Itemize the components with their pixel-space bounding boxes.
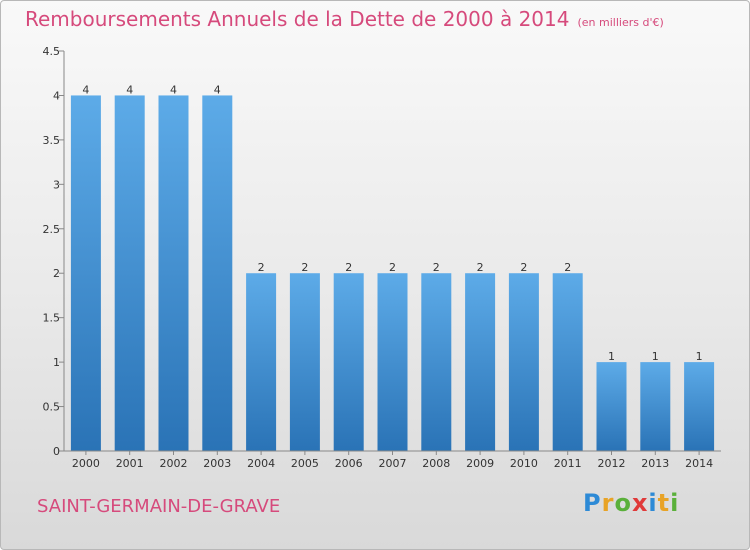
proxiti-logo: Proxiti bbox=[583, 489, 679, 517]
data-label: 2 bbox=[433, 261, 440, 274]
logo-letter: r bbox=[601, 489, 615, 517]
logo-letter: x bbox=[631, 489, 649, 517]
y-tick-label: 1 bbox=[53, 356, 60, 369]
x-tick-label: 2007 bbox=[379, 457, 407, 470]
data-label: 2 bbox=[345, 261, 352, 274]
data-label: 1 bbox=[652, 350, 659, 363]
x-tick-label: 2006 bbox=[335, 457, 363, 470]
y-tick-label: 3.5 bbox=[43, 134, 61, 147]
bar bbox=[684, 362, 715, 451]
data-label: 4 bbox=[214, 83, 221, 96]
chart-title: Remboursements Annuels de la Dette de 20… bbox=[25, 7, 664, 31]
bar bbox=[421, 273, 452, 451]
bar bbox=[114, 95, 145, 451]
bar bbox=[158, 95, 189, 451]
y-tick-label: 3 bbox=[53, 178, 60, 191]
bar bbox=[508, 273, 539, 451]
data-label: 2 bbox=[477, 261, 484, 274]
x-tick-label: 2000 bbox=[72, 457, 100, 470]
x-tick-label: 2003 bbox=[203, 457, 231, 470]
bar bbox=[552, 273, 583, 451]
data-label: 2 bbox=[258, 261, 265, 274]
x-tick-label: 2014 bbox=[685, 457, 713, 470]
data-label: 2 bbox=[564, 261, 571, 274]
x-tick-label: 2012 bbox=[598, 457, 626, 470]
data-label: 4 bbox=[170, 83, 177, 96]
bar bbox=[596, 362, 627, 451]
data-label: 2 bbox=[301, 261, 308, 274]
data-label: 1 bbox=[608, 350, 615, 363]
x-tick-label: 2004 bbox=[247, 457, 275, 470]
y-tick-label: 0.5 bbox=[43, 401, 61, 414]
data-label: 2 bbox=[389, 261, 396, 274]
y-tick-label: 2 bbox=[53, 267, 60, 280]
commune-name: SAINT-GERMAIN-DE-GRAVE bbox=[37, 496, 281, 517]
logo-letter: i bbox=[648, 489, 658, 517]
bar bbox=[377, 273, 408, 451]
x-tick-label: 2005 bbox=[291, 457, 319, 470]
x-tick-label: 2008 bbox=[422, 457, 450, 470]
logo-letter: o bbox=[614, 489, 632, 517]
x-tick-label: 2002 bbox=[160, 457, 188, 470]
y-tick-label: 0 bbox=[53, 445, 60, 458]
y-tick-label: 1.5 bbox=[43, 312, 61, 325]
data-label: 4 bbox=[82, 83, 89, 96]
chart-title-text: Remboursements Annuels de la Dette de 20… bbox=[25, 7, 570, 31]
logo-letter: P bbox=[583, 489, 602, 517]
chart-unit: (en milliers d'€) bbox=[577, 16, 664, 29]
data-label: 1 bbox=[696, 350, 703, 363]
y-tick-label: 2.5 bbox=[43, 223, 61, 236]
bar bbox=[289, 273, 320, 451]
bar bbox=[202, 95, 233, 451]
bar bbox=[246, 273, 277, 451]
bar bbox=[70, 95, 101, 451]
x-tick-label: 2011 bbox=[554, 457, 582, 470]
x-tick-label: 2010 bbox=[510, 457, 538, 470]
y-tick-label: 4 bbox=[53, 89, 60, 102]
logo-letter: i bbox=[670, 489, 680, 517]
x-tick-label: 2013 bbox=[641, 457, 669, 470]
bar bbox=[465, 273, 496, 451]
bar bbox=[333, 273, 364, 451]
bar bbox=[640, 362, 671, 451]
logo-letter: t bbox=[657, 489, 671, 517]
x-tick-label: 2001 bbox=[116, 457, 144, 470]
data-label: 4 bbox=[126, 83, 133, 96]
y-tick-label: 4.5 bbox=[43, 45, 61, 58]
data-label: 2 bbox=[520, 261, 527, 274]
x-tick-label: 2009 bbox=[466, 457, 494, 470]
